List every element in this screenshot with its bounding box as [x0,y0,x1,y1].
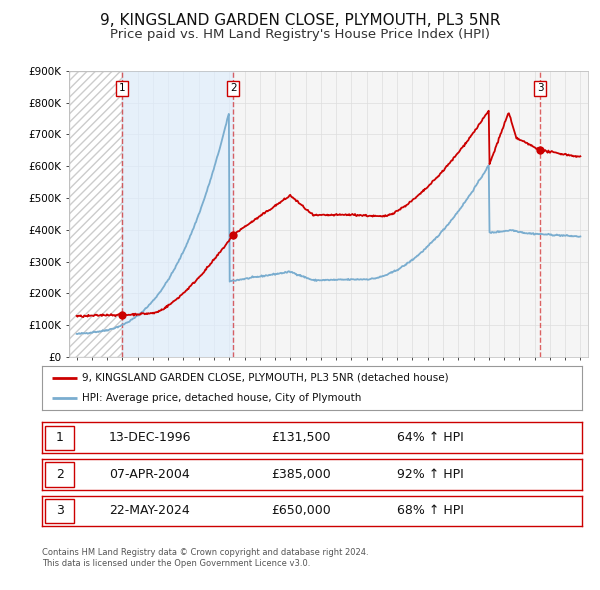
Text: £650,000: £650,000 [271,504,331,517]
Text: 2: 2 [230,83,237,93]
Text: £131,500: £131,500 [271,431,331,444]
Text: Contains HM Land Registry data © Crown copyright and database right 2024.: Contains HM Land Registry data © Crown c… [42,548,368,556]
Text: 1: 1 [118,83,125,93]
Text: 68% ↑ HPI: 68% ↑ HPI [397,504,464,517]
Text: 1: 1 [56,431,64,444]
FancyBboxPatch shape [45,499,74,523]
FancyBboxPatch shape [45,425,74,450]
Text: HPI: Average price, detached house, City of Plymouth: HPI: Average price, detached house, City… [83,393,362,403]
Text: 9, KINGSLAND GARDEN CLOSE, PLYMOUTH, PL3 5NR: 9, KINGSLAND GARDEN CLOSE, PLYMOUTH, PL3… [100,13,500,28]
Text: 92% ↑ HPI: 92% ↑ HPI [397,468,464,481]
Text: 64% ↑ HPI: 64% ↑ HPI [397,431,464,444]
Text: 9, KINGSLAND GARDEN CLOSE, PLYMOUTH, PL3 5NR (detached house): 9, KINGSLAND GARDEN CLOSE, PLYMOUTH, PL3… [83,373,449,383]
Text: 3: 3 [537,83,544,93]
Text: 3: 3 [56,504,64,517]
Text: This data is licensed under the Open Government Licence v3.0.: This data is licensed under the Open Gov… [42,559,310,568]
Text: 07-APR-2004: 07-APR-2004 [110,468,190,481]
Text: £385,000: £385,000 [271,468,331,481]
Bar [69,71,122,357]
Text: 22-MAY-2024: 22-MAY-2024 [110,504,190,517]
Text: 2: 2 [56,468,64,481]
Text: Price paid vs. HM Land Registry's House Price Index (HPI): Price paid vs. HM Land Registry's House … [110,28,490,41]
Bar [122,71,233,357]
Bar [69,71,122,357]
FancyBboxPatch shape [45,462,74,487]
Text: 13-DEC-1996: 13-DEC-1996 [109,431,191,444]
